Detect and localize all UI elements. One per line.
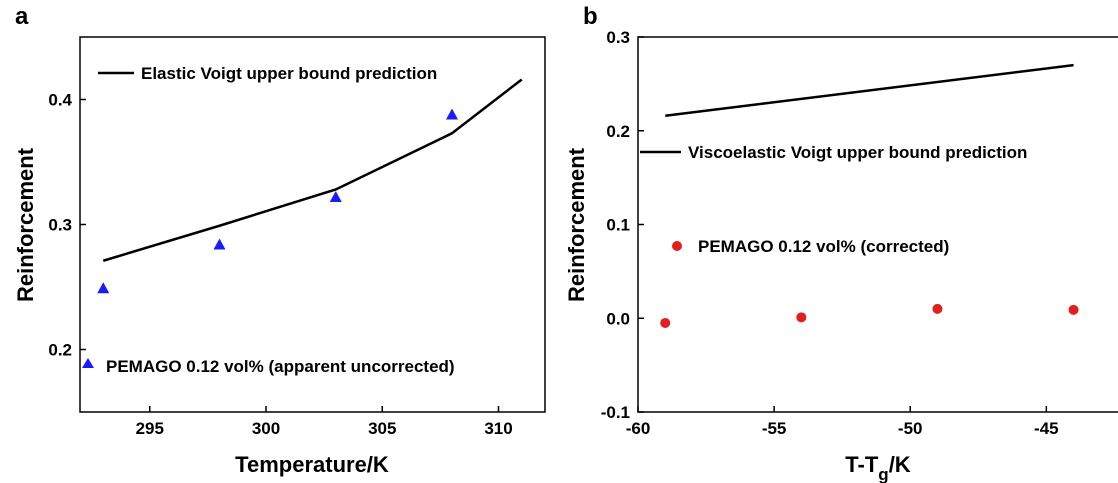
panel-b: b -60 -55 -50 -45 -0.1 0.0 0.1 0.2 0.3 T-Tg/K R… <box>564 3 1118 483</box>
panel-a-y-tick-label: 0.2 <box>48 341 72 360</box>
panel-b-label: b <box>583 3 598 30</box>
panel-a-y-tick-label: 0.4 <box>48 91 72 110</box>
panel-b-frame <box>637 36 1118 413</box>
panel-a-x-tick-label: 305 <box>368 419 396 438</box>
panel-a-x-axis-label: Temperature/K <box>235 452 389 477</box>
panel-b-x-axis-label-subscript: g <box>878 465 888 483</box>
panel-b-x-ticks: -60 -55 -50 -45 <box>626 406 1059 438</box>
panel-b-data-point <box>660 317 671 328</box>
panel-a-series <box>97 78 523 294</box>
panel-a-legend-line-label: Elastic Voigt upper bound prediction <box>141 64 437 83</box>
panel-b-x-axis-label-main: T-T <box>845 452 879 477</box>
panel-b-series <box>660 63 1079 328</box>
panel-a-x-tick-label: 300 <box>252 419 280 438</box>
panel-a-y-ticks: 0.2 0.3 0.4 <box>48 91 86 360</box>
panel-a-data-point <box>446 108 458 120</box>
panel-b-y-tick-label: 0.2 <box>606 122 630 141</box>
panel-a: a 295 300 305 310 0.2 0.3 0.4 Temperature/K R… <box>13 3 546 477</box>
panel-b-x-tick-label: -50 <box>898 419 923 438</box>
panel-a-x-tick-label: 295 <box>136 419 164 438</box>
panel-a-series-line <box>102 78 523 262</box>
panel-b-y-tick-label: -0.1 <box>601 403 630 422</box>
panel-b-x-tick-label: -45 <box>1034 419 1059 438</box>
panel-a-x-tick-label: 310 <box>484 419 512 438</box>
panel-b-series-line <box>665 63 1074 117</box>
panel-b-x-axis-label-suffix: /K <box>889 452 911 477</box>
panel-b-y-tick-label: 0.1 <box>606 216 630 235</box>
panel-b-y-tick-label: 0.0 <box>606 309 630 328</box>
panel-b-legend-circle-swatch <box>672 241 682 251</box>
panel-a-data-point <box>213 238 226 250</box>
panel-a-data-point <box>329 191 342 202</box>
panel-b-data-point <box>1068 304 1079 315</box>
panel-b-data-point <box>796 312 807 323</box>
panel-b-y-ticks: -0.1 0.0 0.1 0.2 0.3 <box>601 28 644 422</box>
panel-b-legend-line-label: Viscoelastic Voigt upper bound predictio… <box>688 143 1027 162</box>
panel-b-data-point <box>932 303 943 314</box>
panel-a-label: a <box>15 3 29 30</box>
panel-b-x-tick-label: -55 <box>762 419 787 438</box>
panel-b-x-axis-label: T-Tg/K <box>845 452 911 483</box>
panel-b-legend-circle-label: PEMAGO 0.12 vol% (corrected) <box>698 237 949 256</box>
panel-a-legend-triangle-label: PEMAGO 0.12 vol% (apparent uncorrected) <box>106 357 455 376</box>
panel-a-frame <box>79 36 546 413</box>
panel-a-y-axis-label: Reinforcement <box>13 147 38 302</box>
panel-b-y-axis-label: Reinforcement <box>564 147 589 302</box>
panel-a-legend-triangle-swatch <box>82 358 94 368</box>
panel-b-y-tick-label: 0.3 <box>606 28 630 47</box>
panel-a-y-tick-label: 0.3 <box>48 216 72 235</box>
panel-a-data-point <box>97 282 110 294</box>
panel-a-x-ticks: 295 300 305 310 <box>136 406 513 438</box>
panel-b-x-tick-label: -60 <box>626 419 651 438</box>
